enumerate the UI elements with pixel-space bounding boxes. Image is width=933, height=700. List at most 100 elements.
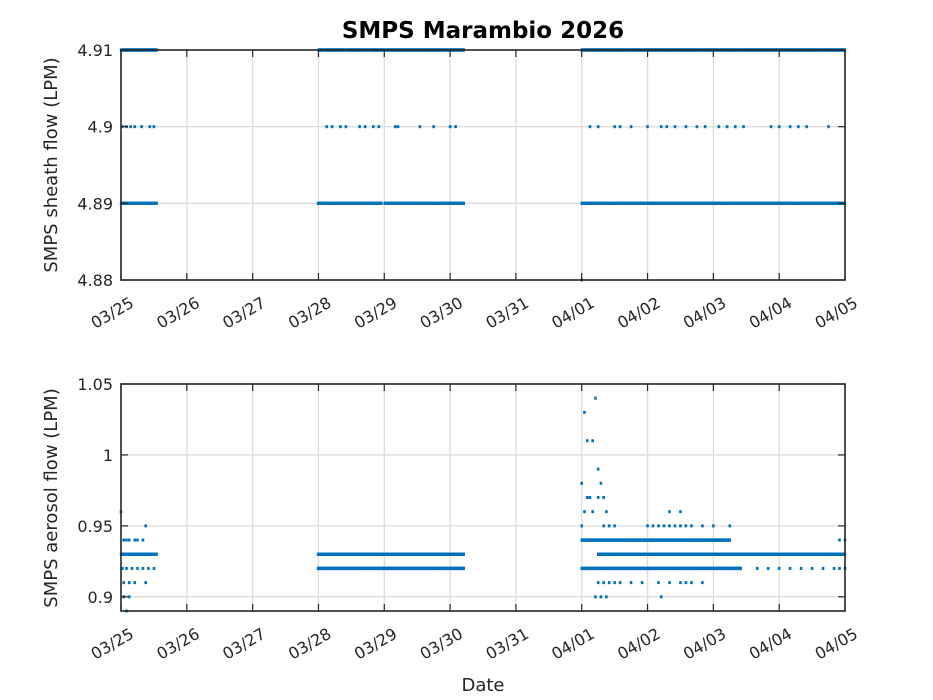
sheath-point xyxy=(795,201,799,205)
aerosol-y-tick-label: 0.9 xyxy=(88,588,113,607)
aerosol-point xyxy=(127,595,131,599)
sheath-y-tick-label: 4.9 xyxy=(88,118,113,137)
aerosol-x-tick-label: 03/29 xyxy=(351,624,400,664)
aerosol-point xyxy=(739,566,742,571)
aerosol-point xyxy=(832,566,836,570)
sheath-point xyxy=(611,201,614,205)
aerosol-point xyxy=(580,524,584,528)
aerosol-x-tick-label: 04/02 xyxy=(614,624,663,664)
sheath-x-tick-label: 03/30 xyxy=(417,293,466,333)
sheath-x-tick-label: 03/26 xyxy=(153,293,202,333)
sheath-point xyxy=(717,125,721,129)
aerosol-point xyxy=(127,581,131,585)
aerosol-point xyxy=(788,566,792,570)
aerosol-point xyxy=(605,510,608,514)
aerosol-point xyxy=(679,524,682,528)
aerosol-point xyxy=(462,566,466,571)
aerosol-point xyxy=(602,496,605,499)
aerosol-point xyxy=(599,481,603,485)
sheath-point xyxy=(330,125,334,129)
aerosol-point xyxy=(121,566,124,570)
sheath-point xyxy=(155,201,158,205)
aerosol-point xyxy=(651,524,655,528)
aerosol-x-tick-label: 03/25 xyxy=(88,624,137,664)
aerosol-x-tick-label: 03/30 xyxy=(417,624,466,664)
aerosol-y-axis-label: SMPS aerosol flow (LPM) xyxy=(41,388,62,607)
x-axis-label: Date xyxy=(461,675,504,696)
aerosol-point xyxy=(122,581,126,585)
sheath-point xyxy=(777,125,781,129)
aerosol-point xyxy=(462,552,466,556)
sheath-point xyxy=(742,125,745,129)
aerosol-x-tick-label: 04/04 xyxy=(746,624,795,664)
sheath-x-tick-label: 04/05 xyxy=(812,293,861,333)
aerosol-point xyxy=(629,581,633,585)
sheath-point xyxy=(665,125,669,129)
aerosol-point xyxy=(605,595,608,599)
aerosol-point xyxy=(668,581,671,585)
sheath-x-tick-label: 04/02 xyxy=(614,293,663,333)
aerosol-point xyxy=(583,410,586,414)
aerosol-point xyxy=(799,566,803,570)
aerosol-point xyxy=(701,524,704,528)
sheath-point xyxy=(380,201,383,205)
sheath-point xyxy=(769,125,773,129)
sheath-axes-frame xyxy=(120,49,846,281)
aerosol-ticks: 03/25 03/26 03/27 03/28 03/29 03/30 03/31 04/01… xyxy=(77,375,861,664)
sheath-point xyxy=(339,125,342,129)
sheath-point xyxy=(372,125,375,129)
aerosol-point xyxy=(755,566,759,570)
sheath-point xyxy=(659,125,663,129)
aerosol-point xyxy=(147,566,150,570)
aerosol-point xyxy=(766,566,770,570)
aerosol-point xyxy=(125,566,128,570)
aerosol-point xyxy=(640,581,644,585)
aerosol-point xyxy=(127,538,131,542)
aerosol-point xyxy=(133,538,137,542)
aerosol-point xyxy=(810,566,814,570)
aerosol-point xyxy=(596,467,600,471)
aerosol-x-tick-label: 03/26 xyxy=(153,624,202,664)
aerosol-y-tick-label: 0.95 xyxy=(77,517,113,536)
aerosol-point xyxy=(607,581,611,585)
aerosol-point xyxy=(838,538,841,542)
sheath-x-tick-label: 03/31 xyxy=(482,293,531,333)
aerosol-point xyxy=(130,566,134,570)
sheath-point xyxy=(448,125,452,129)
sheath-x-tick-label: 04/01 xyxy=(548,293,597,333)
aerosol-point xyxy=(712,524,715,528)
sheath-point xyxy=(684,125,688,129)
aerosol-grid xyxy=(121,384,845,611)
aerosol-flow-plot: 03/25 03/26 03/27 03/28 03/29 03/30 03/31 04/01… xyxy=(41,375,861,664)
sheath-x-tick-label: 04/04 xyxy=(746,293,795,333)
aerosol-point xyxy=(821,566,825,570)
aerosol-point xyxy=(596,581,600,585)
aerosol-point xyxy=(585,496,589,499)
sheath-point xyxy=(734,125,737,129)
chart-title: SMPS Marambio 2026 xyxy=(342,18,624,44)
aerosol-point xyxy=(125,538,128,542)
sheath-point xyxy=(462,201,466,205)
aerosol-point xyxy=(646,524,649,528)
aerosol-point xyxy=(662,524,666,528)
sheath-y-axis-label: SMPS sheath flow (LPM) xyxy=(41,57,62,272)
aerosol-point xyxy=(599,595,603,599)
sheath-point xyxy=(805,125,808,129)
aerosol-point xyxy=(585,439,589,443)
sheath-point xyxy=(418,125,422,129)
aerosol-point xyxy=(618,581,622,585)
sheath-point xyxy=(454,125,457,129)
sheath-point xyxy=(613,201,616,205)
aerosol-point xyxy=(613,524,616,528)
sheath-point xyxy=(432,125,435,129)
aerosol-point xyxy=(690,524,693,528)
sheath-point xyxy=(148,125,152,129)
sheath-point xyxy=(396,125,400,129)
aerosol-point xyxy=(613,581,616,585)
aerosol-point xyxy=(580,481,584,485)
sheath-x-tick-label: 03/27 xyxy=(219,293,268,333)
sheath-point xyxy=(788,125,792,129)
aerosol-point xyxy=(679,581,682,585)
sheath-flow-series xyxy=(119,48,847,282)
